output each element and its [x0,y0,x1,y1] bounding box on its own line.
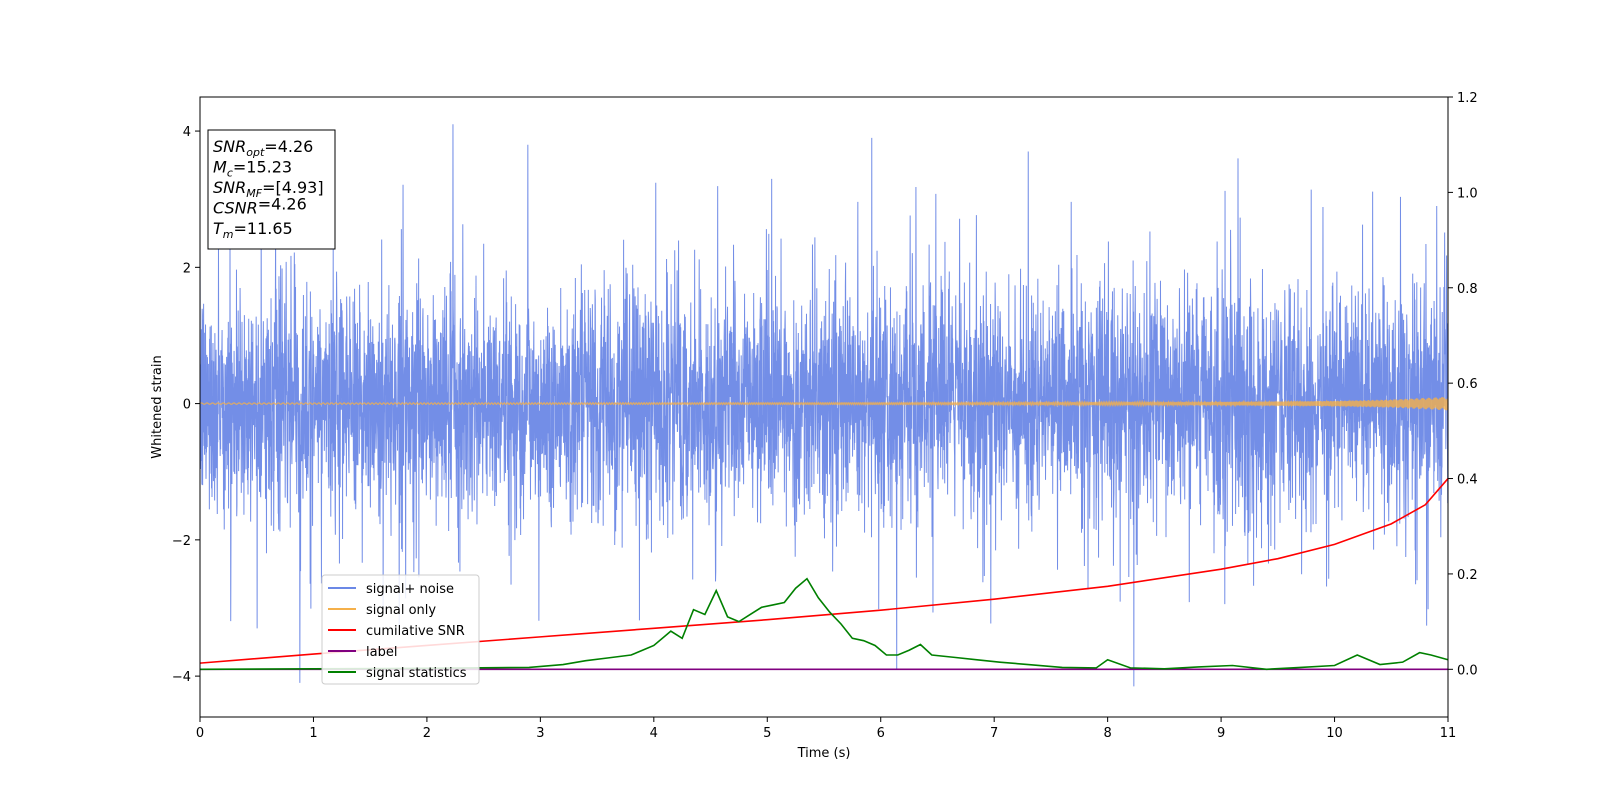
stats-value: =11.65 [234,219,293,238]
x-tick-label: 11 [1440,726,1457,741]
y-right-tick-label: 0.4 [1457,473,1478,488]
stats-subscript: m [223,228,234,241]
y-left-tick-label: 2 [183,261,191,276]
stats-symbol: SNR [213,178,246,197]
stats-line: SNRMF=[4.93] [213,178,324,200]
series-signal-noise-line [199,124,1449,687]
y-right-tick-label: 0.0 [1457,663,1478,678]
stats-box: SNRopt=4.26Mc=15.23SNRMF=[4.93]CSNR=4.26… [207,129,336,250]
y-right-tick-label: 1.2 [1457,91,1478,106]
series-signal-statistics-line [199,577,1449,671]
plot-frame [199,96,1449,718]
x-tick-label: 7 [990,726,998,741]
stats-value: =[4.93] [262,178,324,197]
stats-line: Tm=11.65 [213,219,293,241]
stats-symbol: CSNR [213,199,258,218]
stats-value: =4.26 [258,195,307,214]
series-signal-only-line [199,397,1449,411]
legend-label: signal+ noise [366,582,454,597]
legend-label: signal statistics [366,666,467,681]
x-axis-label: Time (s) [797,746,851,761]
x-tick-label: 1 [309,726,317,741]
x-tick-label: 0 [196,726,204,741]
stats-subscript: c [227,167,233,180]
stats-line: CSNR=4.26 [213,195,307,218]
stats-line: Mc=15.23 [213,158,292,180]
legend-label: signal only [366,603,436,618]
legend-label: label [366,645,397,660]
y-left-tick-label: 0 [183,398,191,413]
x-tick-label: 6 [877,726,885,741]
y-axis-label: Whitened strain [150,355,165,458]
stats-box-frame [207,129,336,250]
x-tick-label: 5 [763,726,771,741]
x-tick-label: 3 [536,726,544,741]
ticks-layer: 0 1 2 3 4 5 6 7 8 9 10 11 −4 −2 0 2 4 0.0 0.2 0.4 0.6 0.8 1.0 1… [172,91,1478,741]
y-right-tick-label: 0.8 [1457,282,1478,297]
stats-symbol: M [213,158,227,177]
stats-subscript: opt [246,146,265,159]
x-tick-label: 4 [650,726,658,741]
stats-line: SNRopt=4.26 [213,137,313,159]
legend-label: cumilative SNR [366,624,465,639]
x-tick-label: 8 [1103,726,1111,741]
stats-value: =15.23 [233,158,292,177]
y-left-tick-label: −2 [172,534,191,549]
y-right-tick-label: 0.6 [1457,377,1478,392]
x-tick-label: 9 [1217,726,1225,741]
stats-symbol: T [213,219,224,238]
y-right-tick-label: 1.0 [1457,186,1478,201]
legend: signal+ noise signal only cumilative SNR la… [321,574,480,685]
y-right-tick-label: 0.2 [1457,568,1478,583]
x-tick-label: 10 [1326,726,1343,741]
legend-frame [321,574,480,685]
stats-symbol: SNR [213,137,246,156]
y-left-tick-label: 4 [183,125,191,140]
y-left-tick-label: −4 [172,670,191,685]
stats-subscript: MF [246,187,262,200]
x-tick-label: 2 [423,726,431,741]
stats-value: =4.26 [264,137,313,156]
